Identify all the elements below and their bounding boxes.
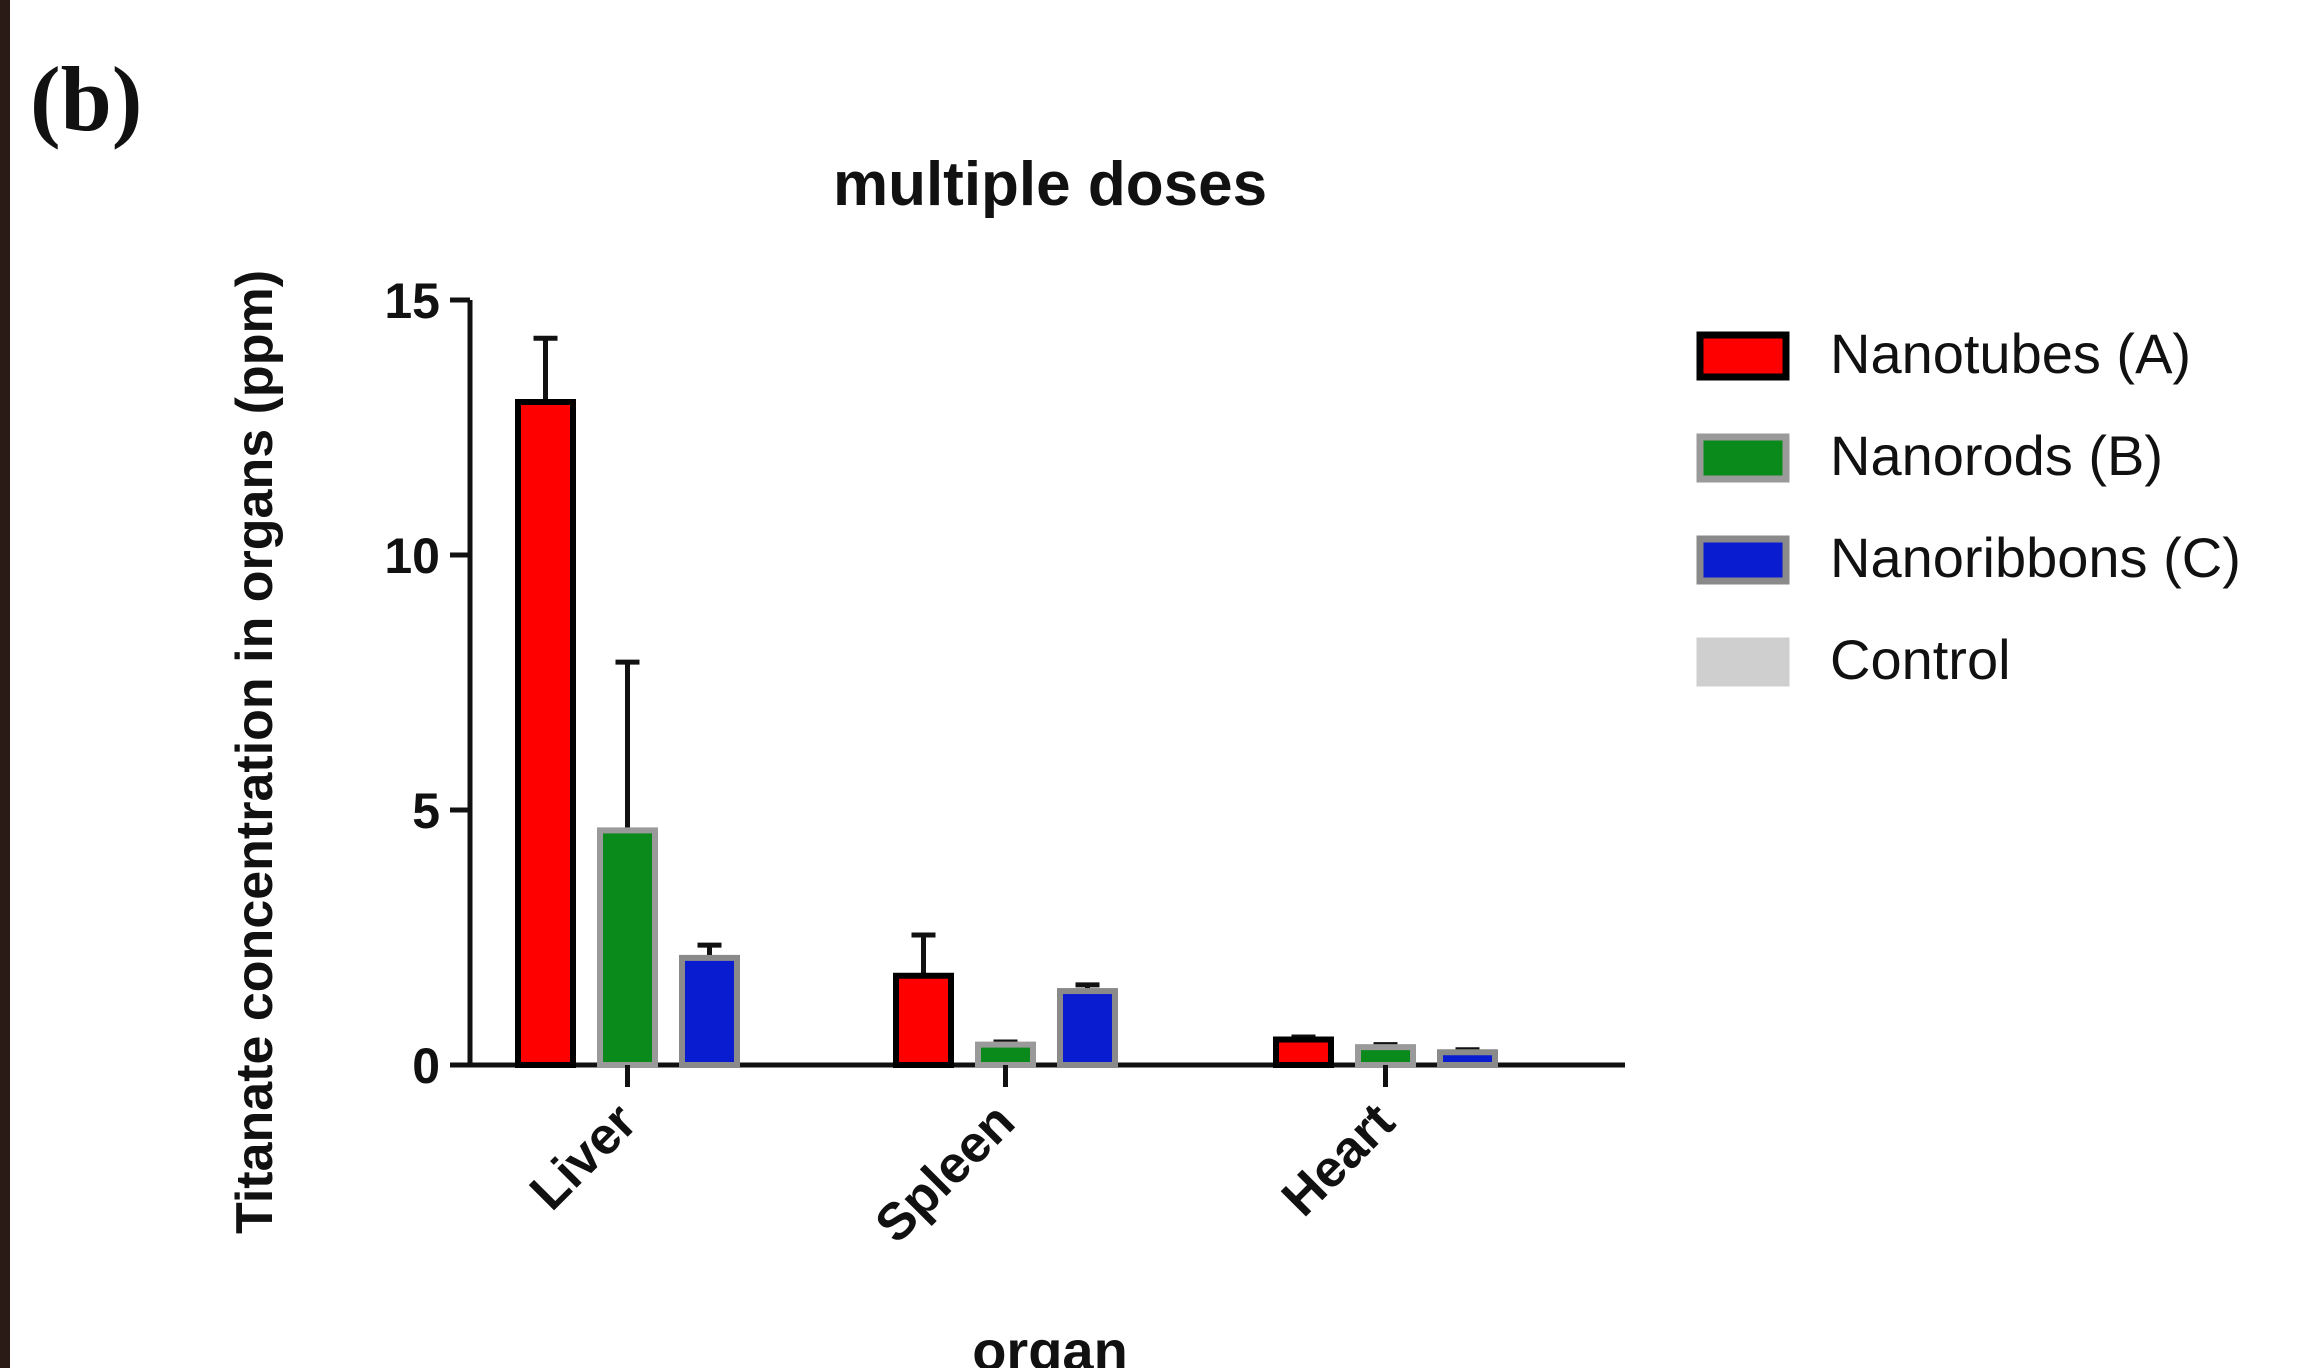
legend-label: Nanorods (B) — [1830, 424, 2163, 487]
x-tick-label: Spleen — [864, 1092, 1026, 1254]
bar — [1355, 1044, 1416, 1069]
bar — [1057, 988, 1118, 1068]
legend-swatch — [1696, 637, 1790, 687]
legend: Nanotubes (A) Nanorods (B) Nanoribbons (C)… — [1696, 322, 2241, 691]
legend-label: Control — [1830, 628, 2011, 691]
legend-label: Nanotubes (A) — [1830, 322, 2191, 385]
legend-swatch — [1696, 433, 1790, 483]
y-tick-label: 0 — [412, 1038, 440, 1094]
bar — [975, 1041, 1036, 1068]
bar — [1273, 1036, 1334, 1068]
bar — [597, 827, 658, 1069]
bar — [893, 972, 954, 1068]
y-tick-label: 10 — [384, 528, 440, 584]
bar — [679, 954, 740, 1069]
bar — [1437, 1049, 1498, 1068]
panel-label: (b) — [30, 48, 143, 150]
plot-area: 0 5 10 15 Liver Spleen Heart — [384, 273, 1625, 1254]
y-tick-label: 15 — [384, 273, 440, 329]
legend-swatch — [1696, 331, 1790, 381]
y-axis-label: Titanate concentration in organs (ppm) — [226, 270, 284, 1234]
x-tick-label: Liver — [519, 1092, 648, 1221]
chart-title: multiple doses — [833, 150, 1267, 219]
legend-label: Nanoribbons (C) — [1830, 526, 2241, 589]
y-tick-label: 5 — [412, 783, 440, 839]
left-edge-strip — [0, 0, 10, 1368]
bar — [515, 399, 576, 1068]
legend-swatch — [1696, 535, 1790, 585]
x-tick-label: Heart — [1271, 1092, 1406, 1227]
x-axis-label: organ — [972, 1319, 1128, 1368]
